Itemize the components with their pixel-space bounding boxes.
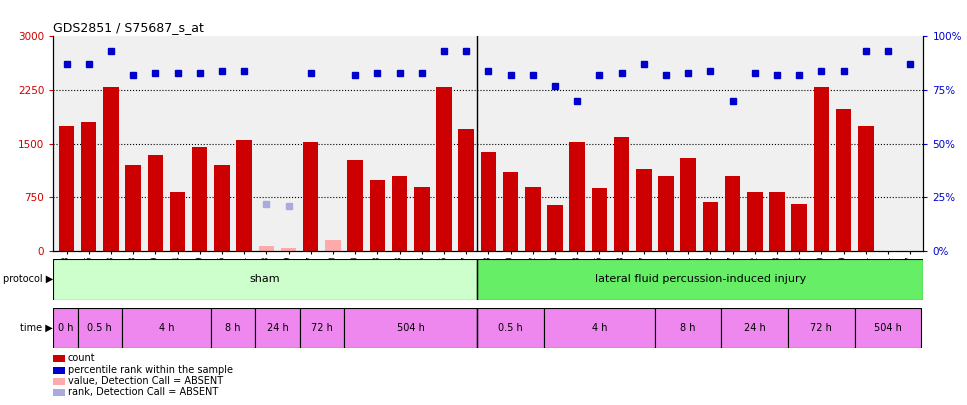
Text: sham: sham	[249, 275, 280, 284]
Bar	[347, 160, 363, 251]
Bar	[858, 126, 873, 251]
Text: 72 h: 72 h	[310, 323, 333, 333]
Text: 504 h: 504 h	[874, 323, 902, 333]
Bar	[214, 165, 230, 251]
Bar	[53, 308, 77, 348]
Bar	[77, 308, 122, 348]
Bar	[325, 240, 340, 251]
Bar	[53, 259, 478, 300]
Bar	[747, 192, 763, 251]
Bar	[721, 308, 788, 348]
Bar	[303, 142, 318, 251]
Bar	[255, 308, 300, 348]
Text: GDS2851 / S75687_s_at: GDS2851 / S75687_s_at	[53, 21, 204, 34]
Bar	[170, 192, 186, 251]
Bar	[570, 142, 585, 251]
Bar	[369, 179, 385, 251]
Bar	[211, 308, 255, 348]
Bar	[258, 246, 274, 251]
Text: 0 h: 0 h	[58, 323, 73, 333]
Text: 24 h: 24 h	[267, 323, 288, 333]
Bar	[835, 109, 851, 251]
Bar	[813, 87, 829, 251]
Bar	[614, 136, 630, 251]
Bar	[59, 126, 74, 251]
Bar	[148, 154, 163, 251]
Bar	[503, 173, 518, 251]
Bar	[126, 165, 141, 251]
Bar	[592, 188, 607, 251]
Bar	[659, 176, 674, 251]
Bar	[414, 187, 429, 251]
Text: 4 h: 4 h	[592, 323, 607, 333]
Bar	[103, 87, 119, 251]
Text: protocol ▶: protocol ▶	[3, 275, 53, 284]
Text: 4 h: 4 h	[159, 323, 174, 333]
Bar	[791, 204, 806, 251]
Bar	[543, 308, 655, 348]
Bar	[344, 308, 478, 348]
Text: count: count	[68, 354, 96, 363]
Bar	[725, 176, 741, 251]
Bar	[392, 176, 407, 251]
Text: 0.5 h: 0.5 h	[498, 323, 523, 333]
Bar	[191, 147, 208, 251]
Text: 504 h: 504 h	[396, 323, 425, 333]
Bar	[788, 308, 855, 348]
Text: 24 h: 24 h	[744, 323, 766, 333]
Bar	[655, 308, 721, 348]
Bar	[681, 158, 696, 251]
Bar	[436, 87, 452, 251]
Bar	[769, 192, 785, 251]
Bar	[547, 205, 563, 251]
Bar	[478, 259, 923, 300]
Bar	[481, 152, 496, 251]
Bar	[280, 247, 296, 251]
Text: 8 h: 8 h	[225, 323, 241, 333]
Text: 8 h: 8 h	[681, 323, 696, 333]
Text: 0.5 h: 0.5 h	[87, 323, 112, 333]
Bar	[458, 130, 474, 251]
Bar	[236, 140, 251, 251]
Text: percentile rank within the sample: percentile rank within the sample	[68, 365, 233, 375]
Text: time ▶: time ▶	[20, 323, 53, 333]
Bar	[636, 169, 652, 251]
Text: rank, Detection Call = ABSENT: rank, Detection Call = ABSENT	[68, 388, 218, 397]
Text: lateral fluid percussion-induced injury: lateral fluid percussion-induced injury	[595, 275, 806, 284]
Bar	[300, 308, 344, 348]
Text: 72 h: 72 h	[810, 323, 833, 333]
Bar	[703, 202, 718, 251]
Text: value, Detection Call = ABSENT: value, Detection Call = ABSENT	[68, 376, 222, 386]
Bar	[525, 187, 541, 251]
Bar	[855, 308, 922, 348]
Bar	[122, 308, 211, 348]
Bar	[478, 308, 543, 348]
Bar	[81, 122, 97, 251]
